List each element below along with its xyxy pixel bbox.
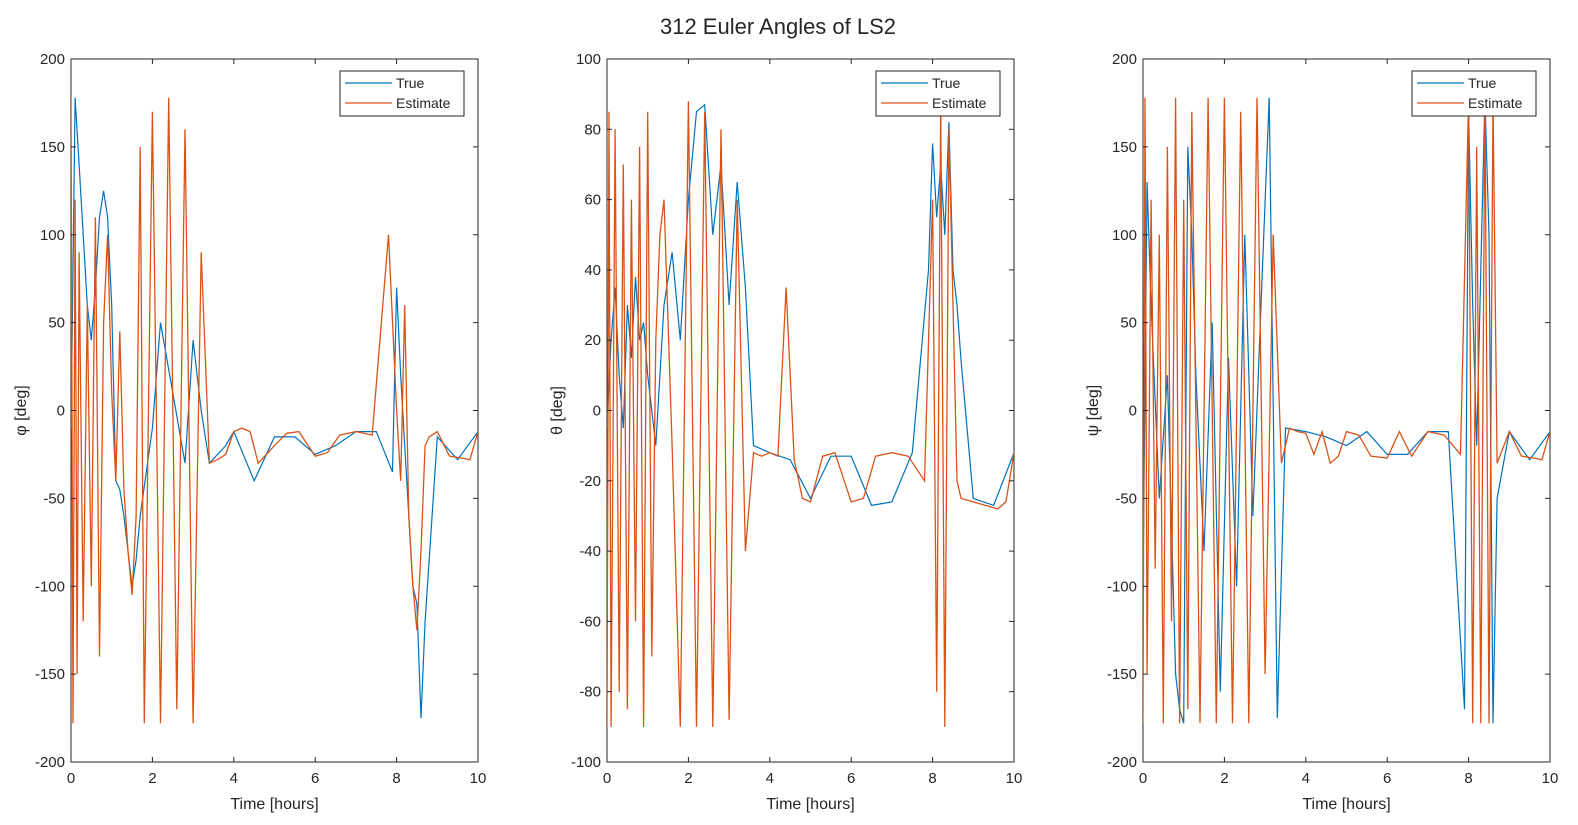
series-line-estimate bbox=[607, 101, 1014, 727]
x-tick-label: 2 bbox=[1220, 770, 1228, 787]
series-line-true bbox=[607, 103, 1014, 507]
series-line-true bbox=[71, 97, 478, 719]
x-tick-label: 10 bbox=[470, 770, 487, 787]
series-line-estimate bbox=[71, 97, 478, 724]
x-tick-label: 2 bbox=[684, 770, 692, 787]
y-tick-label: 80 bbox=[584, 121, 601, 138]
y-tick-label: 200 bbox=[1112, 51, 1137, 68]
y-tick-label: 40 bbox=[584, 262, 601, 279]
y-tick-label: -200 bbox=[1107, 754, 1137, 771]
x-tick-label: 8 bbox=[392, 770, 400, 787]
legend-entry: Estimate bbox=[396, 95, 451, 111]
x-axis-label: Time [hours] bbox=[1302, 796, 1390, 813]
legend-entry: True bbox=[932, 75, 960, 91]
y-tick-label: 150 bbox=[1112, 139, 1137, 156]
x-tick-label: 4 bbox=[1302, 770, 1310, 787]
y-tick-label: 100 bbox=[576, 51, 601, 68]
plot-area bbox=[606, 58, 1015, 763]
subplot-2: 0 2 4 6 8 10 100 80 60 40 20 0 -20 -40 -60 -80 -100 Time … bbox=[549, 51, 1022, 813]
y-tick-label: -100 bbox=[571, 754, 601, 771]
x-tick-label: 8 bbox=[1464, 770, 1472, 787]
y-tick-label: -100 bbox=[35, 578, 65, 595]
legend-box bbox=[339, 70, 465, 117]
subplot-3: 0 2 4 6 8 10 200 150 100 50 0 -50 -100 -150 -200 Time [… bbox=[1085, 51, 1558, 813]
legend-entry: True bbox=[1468, 75, 1496, 91]
y-axis-label: φ [deg] bbox=[13, 385, 30, 435]
y-tick-label: -150 bbox=[35, 666, 65, 683]
y-tick-label: -80 bbox=[579, 684, 601, 701]
x-tick-label: 4 bbox=[230, 770, 238, 787]
legend-entry: Estimate bbox=[932, 95, 987, 111]
y-tick-label: 50 bbox=[48, 315, 65, 332]
y-tick-label: -40 bbox=[579, 543, 601, 560]
x-tick-label: 4 bbox=[766, 770, 774, 787]
legend-box bbox=[1411, 70, 1537, 117]
y-tick-label: 50 bbox=[1120, 315, 1137, 332]
legend: True Estimate bbox=[339, 70, 465, 117]
y-tick-label: -20 bbox=[579, 473, 601, 490]
legend-box bbox=[875, 70, 1001, 117]
series-line-true bbox=[1143, 97, 1550, 724]
subplot-1: 0 2 4 6 8 10 200 150 100 50 0 -50 -100 -150 -200 Time [… bbox=[13, 51, 486, 813]
x-tick-label: 0 bbox=[1139, 770, 1147, 787]
x-tick-label: 8 bbox=[928, 770, 936, 787]
y-tick-label: -50 bbox=[1115, 490, 1137, 507]
x-tick-label: 6 bbox=[847, 770, 855, 787]
x-axis-label: Time [hours] bbox=[766, 796, 854, 813]
x-tick-label: 10 bbox=[1006, 770, 1023, 787]
y-tick-label: 150 bbox=[40, 139, 65, 156]
y-tick-label: -50 bbox=[43, 490, 65, 507]
y-tick-label: 20 bbox=[584, 332, 601, 349]
y-tick-label: 100 bbox=[1112, 227, 1137, 244]
legend-entry: Estimate bbox=[1468, 95, 1523, 111]
x-tick-label: 0 bbox=[603, 770, 611, 787]
x-axis-label: Time [hours] bbox=[230, 796, 318, 813]
series-line-estimate bbox=[1143, 97, 1550, 724]
y-tick-label: 0 bbox=[593, 403, 601, 420]
x-tick-label: 6 bbox=[311, 770, 319, 787]
legend: True Estimate bbox=[875, 70, 1001, 117]
y-axis-label: ψ [deg] bbox=[1085, 385, 1102, 436]
x-tick-label: 6 bbox=[1383, 770, 1391, 787]
plot-area bbox=[1142, 58, 1551, 763]
y-tick-label: 0 bbox=[57, 403, 65, 420]
figure-title: 312 Euler Angles of LS2 bbox=[660, 14, 896, 39]
y-tick-label: -150 bbox=[1107, 666, 1137, 683]
x-tick-label: 0 bbox=[67, 770, 75, 787]
y-tick-label: 200 bbox=[40, 51, 65, 68]
legend-entry: True bbox=[396, 75, 424, 91]
y-tick-label: -100 bbox=[1107, 578, 1137, 595]
legend: True Estimate bbox=[1411, 70, 1537, 117]
y-tick-label: 60 bbox=[584, 192, 601, 209]
x-tick-label: 2 bbox=[148, 770, 156, 787]
y-axis-label: θ [deg] bbox=[549, 386, 566, 435]
y-tick-label: 100 bbox=[40, 227, 65, 244]
x-tick-label: 10 bbox=[1542, 770, 1559, 787]
y-tick-label: 0 bbox=[1129, 403, 1137, 420]
y-tick-label: -60 bbox=[579, 613, 601, 630]
plot-area bbox=[70, 58, 479, 763]
y-tick-label: -200 bbox=[35, 754, 65, 771]
